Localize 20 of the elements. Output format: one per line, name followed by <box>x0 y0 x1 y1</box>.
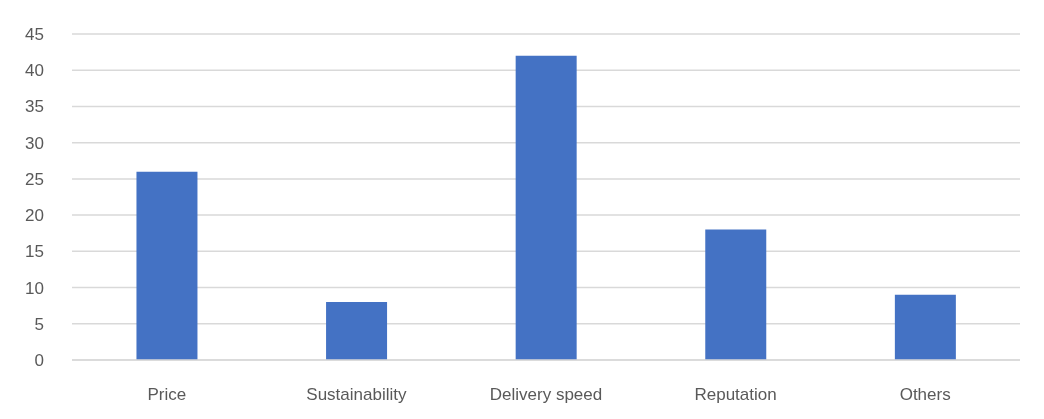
y-tick-label: 0 <box>34 351 44 371</box>
y-tick-label: 10 <box>25 278 44 298</box>
bar <box>326 302 388 360</box>
y-tick-label: 45 <box>25 25 44 45</box>
x-tick-label: Others <box>899 385 951 405</box>
y-tick-label: 5 <box>34 314 44 334</box>
x-tick-label: Reputation <box>694 385 777 405</box>
x-tick-label: Sustainability <box>306 385 407 405</box>
y-tick-label: 15 <box>25 242 44 262</box>
y-tick-label: 20 <box>25 206 44 226</box>
y-tick-label: 30 <box>25 133 44 153</box>
y-tick-label: 35 <box>25 97 44 117</box>
bar <box>515 55 577 360</box>
bar <box>894 294 956 360</box>
y-tick-label: 25 <box>25 169 44 189</box>
y-tick-label: 40 <box>25 61 44 81</box>
x-tick-label: Delivery speed <box>489 385 603 405</box>
x-tick-label: Price <box>147 385 187 405</box>
bar <box>136 171 198 360</box>
bar <box>705 229 767 360</box>
